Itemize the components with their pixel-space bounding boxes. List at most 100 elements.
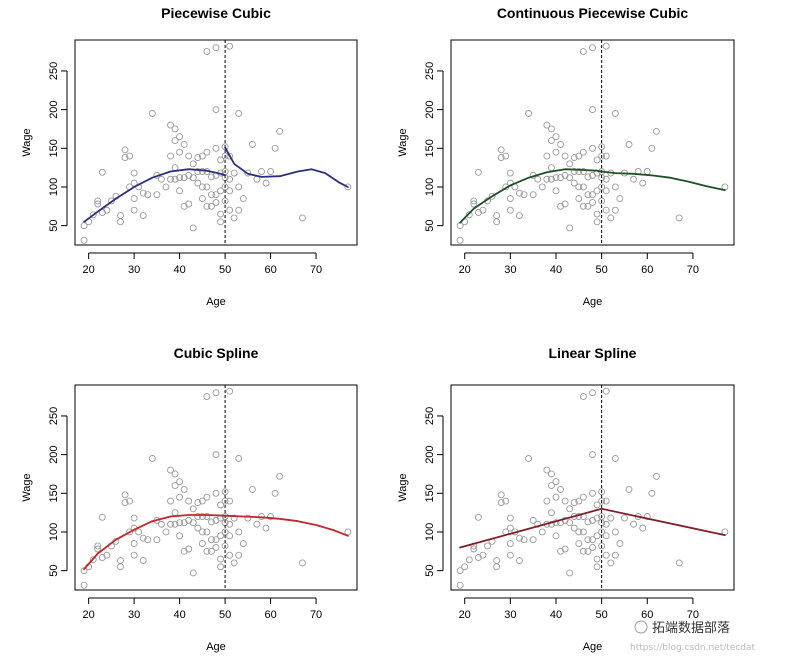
data-point: [506, 169, 514, 177]
data-point: [598, 497, 606, 505]
data-point: [208, 547, 215, 555]
data-point: [520, 191, 528, 199]
data-point: [189, 160, 197, 168]
data-point: [602, 551, 610, 559]
data-point: [625, 140, 633, 148]
data-point: [217, 187, 224, 195]
data-point: [185, 200, 193, 208]
data-point: [561, 545, 569, 553]
x-tick-label: 20: [83, 264, 95, 276]
y-tick-label: 150: [48, 139, 60, 157]
y-tick-label: 50: [48, 565, 60, 577]
chart-title: Continuous Piecewise Cubic: [497, 5, 689, 21]
x-tick-label: 50: [596, 264, 608, 276]
data-point: [212, 489, 220, 497]
data-point: [117, 557, 124, 565]
data-point: [602, 175, 610, 183]
data-point: [575, 195, 583, 203]
data-point: [593, 563, 601, 571]
data-point: [621, 514, 628, 522]
data-point: [639, 179, 647, 187]
data-point: [598, 143, 606, 151]
data-point: [584, 547, 592, 555]
data-point: [208, 191, 215, 199]
data-point: [529, 536, 537, 544]
data-point: [212, 199, 220, 206]
x-tick-label: 30: [128, 609, 140, 621]
data-point: [226, 497, 234, 505]
data-point: [203, 513, 211, 520]
data-point: [470, 197, 478, 205]
data-point: [153, 536, 161, 544]
x-tick-label: 50: [219, 609, 231, 621]
data-point: [579, 393, 587, 401]
data-point: [212, 44, 220, 52]
data-point: [570, 179, 578, 187]
data-point: [80, 581, 88, 589]
data-point: [185, 545, 193, 553]
data-point: [107, 197, 115, 205]
data-point: [579, 547, 587, 555]
data-point: [139, 212, 147, 220]
data-point: [589, 389, 596, 397]
data-point: [543, 175, 551, 183]
data-point: [479, 206, 487, 214]
chart-title: Cubic Spline: [174, 345, 259, 361]
y-axis-label: Wage: [21, 128, 33, 156]
data-point: [589, 536, 596, 544]
data-point: [547, 175, 555, 183]
data-point: [198, 168, 206, 175]
data-point: [630, 175, 638, 183]
x-tick-label: 20: [459, 609, 471, 621]
plot-frame: [450, 39, 735, 246]
y-tick-label: 200: [48, 100, 60, 118]
data-point: [171, 125, 179, 133]
data-point: [217, 532, 224, 540]
data-point: [244, 169, 252, 177]
data-point: [593, 187, 601, 195]
data-point: [561, 200, 569, 208]
data-point: [506, 195, 514, 203]
data-point: [598, 528, 606, 536]
plot-frame: [74, 384, 358, 591]
data-point: [230, 559, 238, 567]
data-point: [203, 493, 211, 501]
data-point: [607, 514, 615, 522]
data-point: [616, 540, 624, 548]
data-point: [176, 519, 184, 527]
data-point: [575, 540, 583, 548]
x-tick-label: 30: [128, 264, 140, 276]
data-point: [543, 152, 551, 160]
data-point: [217, 218, 224, 226]
data-point: [212, 389, 220, 397]
data-point: [484, 542, 491, 550]
data-point: [593, 218, 601, 226]
data-point: [130, 195, 138, 203]
y-tick-label: 50: [424, 565, 436, 577]
data-point: [506, 514, 514, 522]
data-point: [271, 489, 279, 497]
data-point: [239, 195, 247, 203]
plot-frame: [450, 384, 735, 591]
data-point: [144, 191, 152, 199]
data-point: [543, 497, 551, 505]
wechat-icon: [634, 620, 648, 634]
data-point: [593, 156, 601, 164]
data-point: [516, 212, 523, 220]
data-point: [547, 482, 555, 490]
data-point: [534, 175, 542, 183]
data-point: [176, 478, 184, 486]
data-point: [139, 557, 147, 565]
data-point: [557, 485, 564, 493]
data-point: [557, 140, 564, 148]
data-point: [525, 455, 533, 462]
data-point: [584, 518, 592, 526]
data-point: [474, 168, 482, 176]
data-point: [570, 154, 578, 162]
data-point: [226, 532, 234, 540]
data-point: [221, 143, 229, 151]
data-point: [652, 127, 660, 135]
data-point: [194, 499, 202, 507]
data-point: [94, 197, 102, 205]
x-tick-label: 30: [504, 609, 516, 621]
